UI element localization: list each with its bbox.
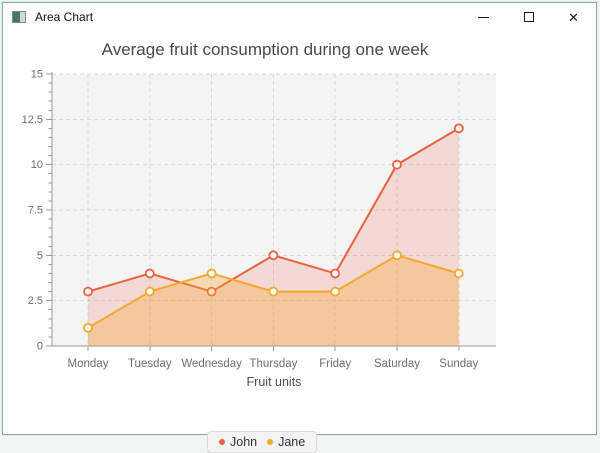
x-tick-label: Thursday — [249, 358, 297, 370]
chart-title: Average fruit consumption during one wee… — [102, 40, 429, 59]
legend-item-jane: Jane — [267, 435, 305, 449]
window-controls: ✕ — [461, 3, 596, 31]
x-tick-label: Wednesday — [181, 358, 242, 370]
legend-label-john: John — [230, 435, 258, 449]
y-tick-label: 5 — [37, 250, 43, 262]
maximize-button[interactable] — [506, 3, 551, 31]
gridlines — [52, 73, 496, 346]
y-tick-label: 2.5 — [28, 295, 43, 307]
close-icon: ✕ — [568, 9, 579, 25]
data-point — [453, 123, 464, 134]
chart-legend: John Jane — [207, 431, 318, 453]
data-point — [392, 159, 402, 170]
x-tick-label: Friday — [319, 358, 351, 370]
area-series-john — [88, 128, 459, 346]
x-axis-label: Fruit units — [247, 375, 302, 389]
data-point — [83, 286, 93, 297]
minimize-button[interactable] — [461, 3, 506, 31]
area-chart-svg: Average fruit consumption during one wee… — [22, 40, 496, 389]
data-point — [83, 322, 93, 333]
data-point — [392, 250, 402, 261]
data-point — [144, 286, 155, 297]
legend-item-john: John — [219, 435, 257, 449]
legend-marker-jane-icon — [267, 439, 274, 445]
axes — [46, 72, 496, 351]
minimize-icon — [478, 16, 489, 18]
title-bar[interactable]: Area Chart ✕ — [3, 3, 596, 31]
maximize-icon — [523, 12, 534, 22]
x-tick-label: Sunday — [439, 358, 478, 370]
data-point — [144, 268, 155, 279]
y-tick-label: 0 — [37, 341, 43, 353]
markers-jane — [83, 250, 464, 333]
data-point — [268, 250, 279, 261]
y-tick-label: 12.5 — [22, 114, 43, 126]
data-point — [330, 268, 341, 279]
close-button[interactable]: ✕ — [551, 3, 596, 31]
data-point — [330, 286, 341, 297]
data-point — [206, 286, 217, 297]
chart-area: Average fruit consumption during one wee… — [3, 31, 596, 453]
y-tick-label: 15 — [31, 69, 43, 81]
y-tick-label: 10 — [31, 159, 43, 171]
data-point — [268, 286, 279, 297]
legend-label-jane: Jane — [278, 435, 306, 449]
data-point — [453, 268, 464, 279]
y-tick-label: 7.5 — [28, 205, 43, 217]
area-series-jane — [88, 255, 459, 346]
x-tick-label: Saturday — [374, 358, 420, 370]
markers-john — [83, 123, 464, 297]
legend-marker-john-icon — [219, 439, 225, 445]
window-title: Area Chart — [35, 10, 94, 24]
data-point — [206, 268, 217, 279]
x-tick-label: Tuesday — [128, 358, 172, 370]
x-tick-label: Monday — [68, 358, 109, 370]
app-icon — [12, 11, 26, 23]
